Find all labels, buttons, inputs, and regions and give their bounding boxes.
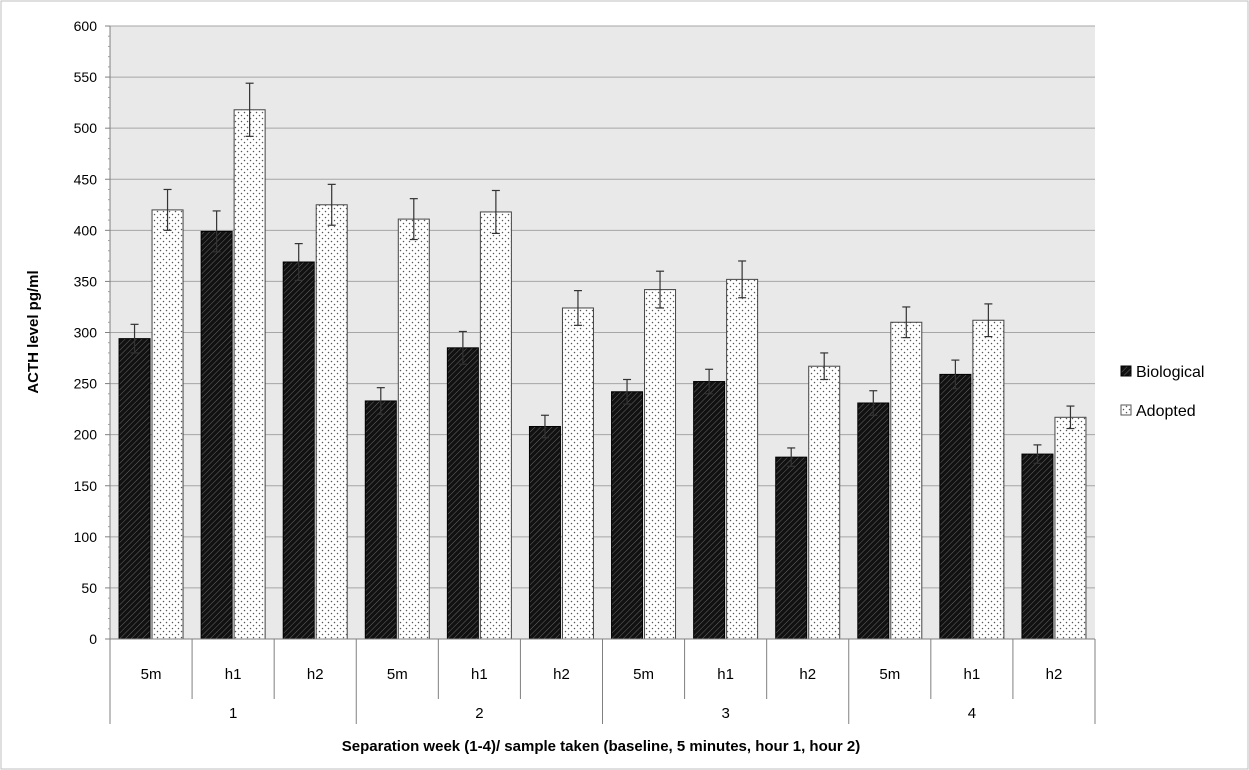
x-category-label-4-5m: 5m [879, 666, 900, 683]
y-tick-label-450: 450 [74, 171, 98, 187]
bar-adopted-1-h2 [315, 204, 348, 640]
legend-swatch-adopted [1120, 404, 1132, 416]
bar-adopted-1-h1 [233, 109, 266, 640]
x-category-label-1-h1: h1 [225, 666, 242, 683]
bar-adopted-3-5m [644, 289, 677, 640]
bar-adopted-3-h1 [726, 278, 759, 640]
x-category-label-2-5m: 5m [387, 666, 408, 683]
y-tick-label-600: 600 [74, 18, 98, 34]
y-tick-label-350: 350 [74, 273, 98, 289]
bar-biological-1-h1 [200, 230, 233, 640]
y-axis-title: ACTH level pg/ml [25, 270, 42, 393]
y-tick-label-100: 100 [74, 529, 98, 545]
x-group-label-4: 4 [968, 705, 976, 722]
legend-label-adopted: Adopted [1136, 403, 1196, 420]
x-group-label-2: 2 [475, 705, 483, 722]
bar-adopted-1-5m [151, 209, 184, 640]
x-category-label-3-h2: h2 [799, 666, 816, 683]
axes [105, 25, 1096, 724]
bars [118, 82, 1087, 640]
axis-labels: 0 50 100 150 200 250 300 350 400 450 500 550 600 5m h1… [74, 18, 1063, 722]
y-tick-label-0: 0 [89, 631, 97, 647]
y-tick-label-400: 400 [74, 222, 98, 238]
x-group-label-3: 3 [721, 705, 729, 722]
bar-adopted-3-h2 [808, 365, 841, 640]
x-category-label-1-5m: 5m [141, 666, 162, 683]
bar-biological-3-5m [611, 391, 644, 640]
legend: Biological Adopted [1120, 364, 1204, 420]
x-axis-title: Separation week (1-4)/ sample taken (bas… [342, 738, 860, 755]
legend-swatch-biological [1120, 365, 1132, 377]
x-category-label-1-h2: h2 [307, 666, 324, 683]
x-category-label-2-h2: h2 [553, 666, 570, 683]
y-tick-label-300: 300 [74, 325, 98, 341]
bar-biological-2-h2 [528, 425, 561, 640]
y-tick-label-250: 250 [74, 376, 98, 392]
bar-adopted-2-h1 [479, 211, 512, 640]
bar-adopted-2-5m [397, 218, 430, 640]
legend-label-biological: Biological [1136, 364, 1204, 381]
x-category-label-3-h1: h1 [717, 666, 734, 683]
bar-adopted-4-5m [890, 321, 923, 640]
bar-biological-1-5m [118, 338, 151, 640]
x-category-label-4-h2: h2 [1046, 666, 1063, 683]
x-category-label-3-5m: 5m [633, 666, 654, 683]
x-group-label-1: 1 [229, 705, 237, 722]
bar-adopted-2-h2 [561, 307, 594, 640]
y-tick-label-500: 500 [74, 120, 98, 136]
y-tick-label-50: 50 [81, 580, 97, 596]
bar-adopted-4-h1 [972, 319, 1005, 640]
bar-biological-1-h2 [282, 261, 315, 640]
bar-biological-2-5m [364, 400, 397, 640]
gridlines [110, 25, 1095, 589]
bar-biological-3-h2 [775, 456, 808, 640]
x-category-label-2-h1: h1 [471, 666, 488, 683]
x-category-label-4-h1: h1 [964, 666, 981, 683]
y-tick-label-200: 200 [74, 427, 98, 443]
bar-biological-4-h1 [939, 373, 972, 640]
bar-biological-4-h2 [1021, 453, 1054, 640]
bar-biological-3-h1 [693, 381, 726, 640]
bar-biological-4-5m [857, 402, 890, 640]
bar-biological-2-h1 [446, 347, 479, 640]
y-tick-label-150: 150 [74, 478, 98, 494]
y-tick-label-550: 550 [74, 69, 98, 85]
bar-adopted-4-h2 [1054, 416, 1087, 640]
